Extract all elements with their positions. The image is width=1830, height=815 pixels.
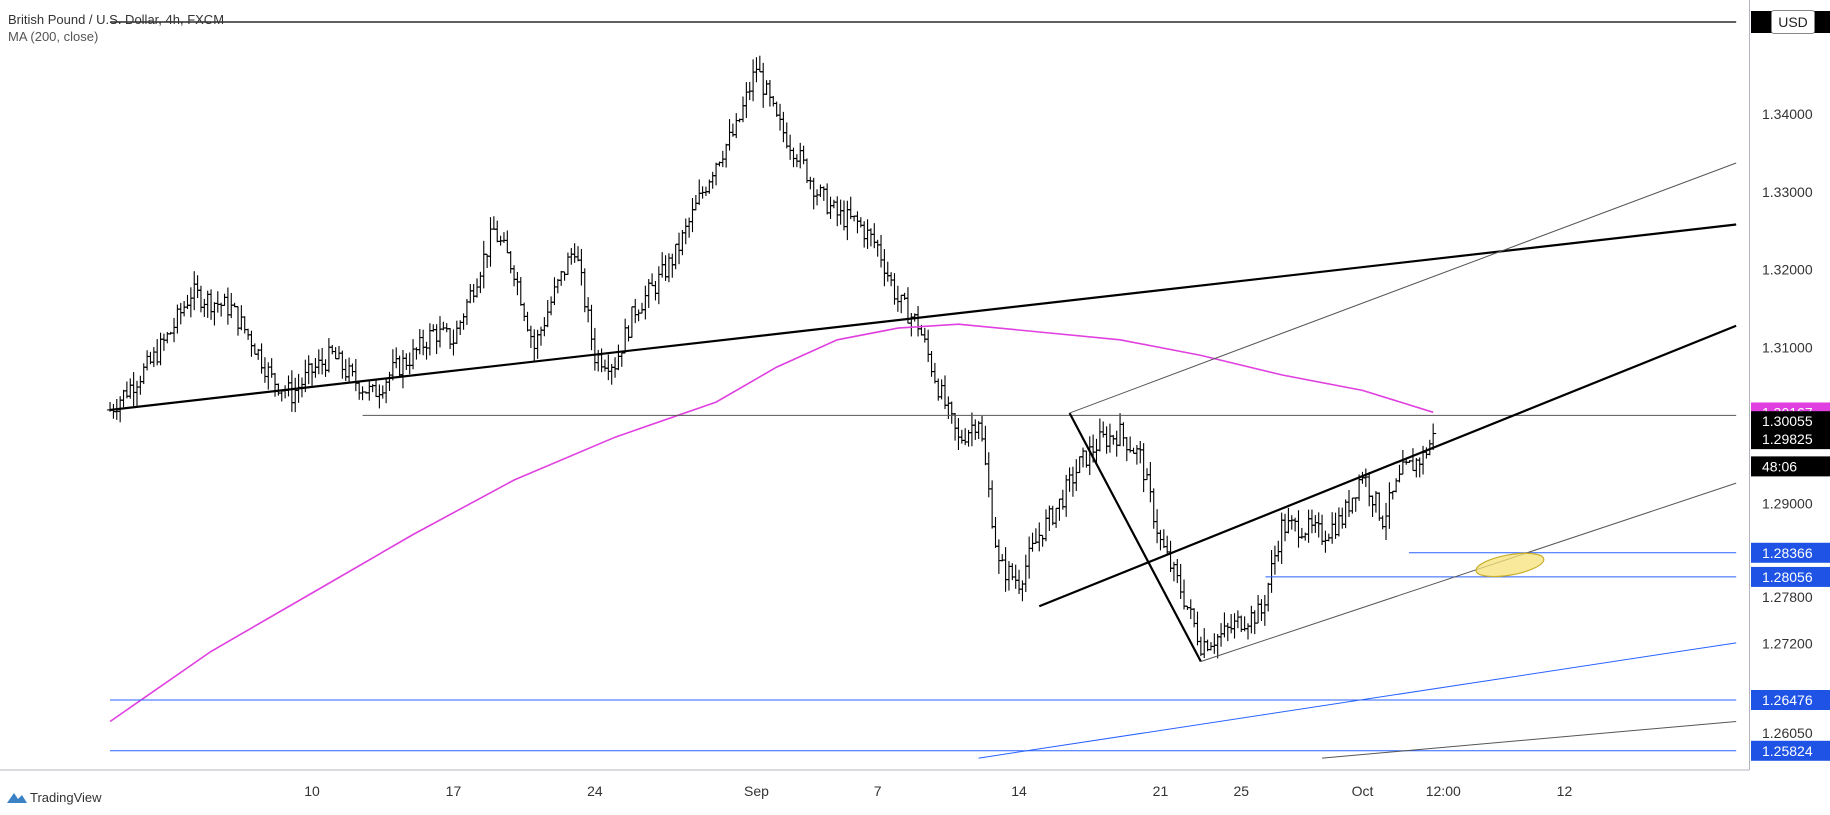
highlight-ellipse [1475, 552, 1545, 578]
time-tick-label: 7 [874, 783, 882, 799]
chart-title: British Pound / U.S. Dollar, 4h, FXCM [8, 12, 225, 27]
price-scale[interactable] [1749, 0, 1830, 770]
time-tick-label: 24 [587, 783, 603, 799]
time-tick-label: 25 [1233, 783, 1249, 799]
currency-button[interactable]: USD [1771, 10, 1815, 34]
time-tick-label: 14 [1011, 783, 1027, 799]
time-tick-label: 12:00 [1426, 783, 1461, 799]
resistance-trendline [1038, 324, 1737, 608]
trendline-layer [109, 21, 1737, 759]
candlestick-series [107, 55, 1437, 659]
lower-channel-line [1200, 482, 1737, 662]
upper-channel-line [1069, 162, 1737, 414]
time-tick-label: Oct [1352, 783, 1374, 799]
bottom-channel-line [1322, 720, 1737, 759]
indicator-label[interactable]: MA (200, close) [8, 29, 99, 44]
footer: TradingView [0, 786, 1830, 810]
decline-trendline [1068, 412, 1202, 663]
time-tick-label: 10 [304, 783, 320, 799]
moving-average-layer [109, 323, 1434, 723]
time-tick-label: Sep [744, 783, 769, 799]
time-tick-label: 17 [446, 783, 462, 799]
time-tick-label: 21 [1153, 783, 1169, 799]
moving-average-line [109, 323, 1434, 723]
time-axis: 10 17 24 Sep 7 14 21 25 Oct 12:00 12 [304, 783, 1572, 799]
time-tick-label: 12 [1557, 783, 1573, 799]
tradingview-logo-icon [7, 793, 27, 803]
long-term-trendline [109, 223, 1737, 412]
brand-name[interactable]: TradingView [30, 790, 102, 805]
blue-support-trendline [978, 642, 1737, 759]
